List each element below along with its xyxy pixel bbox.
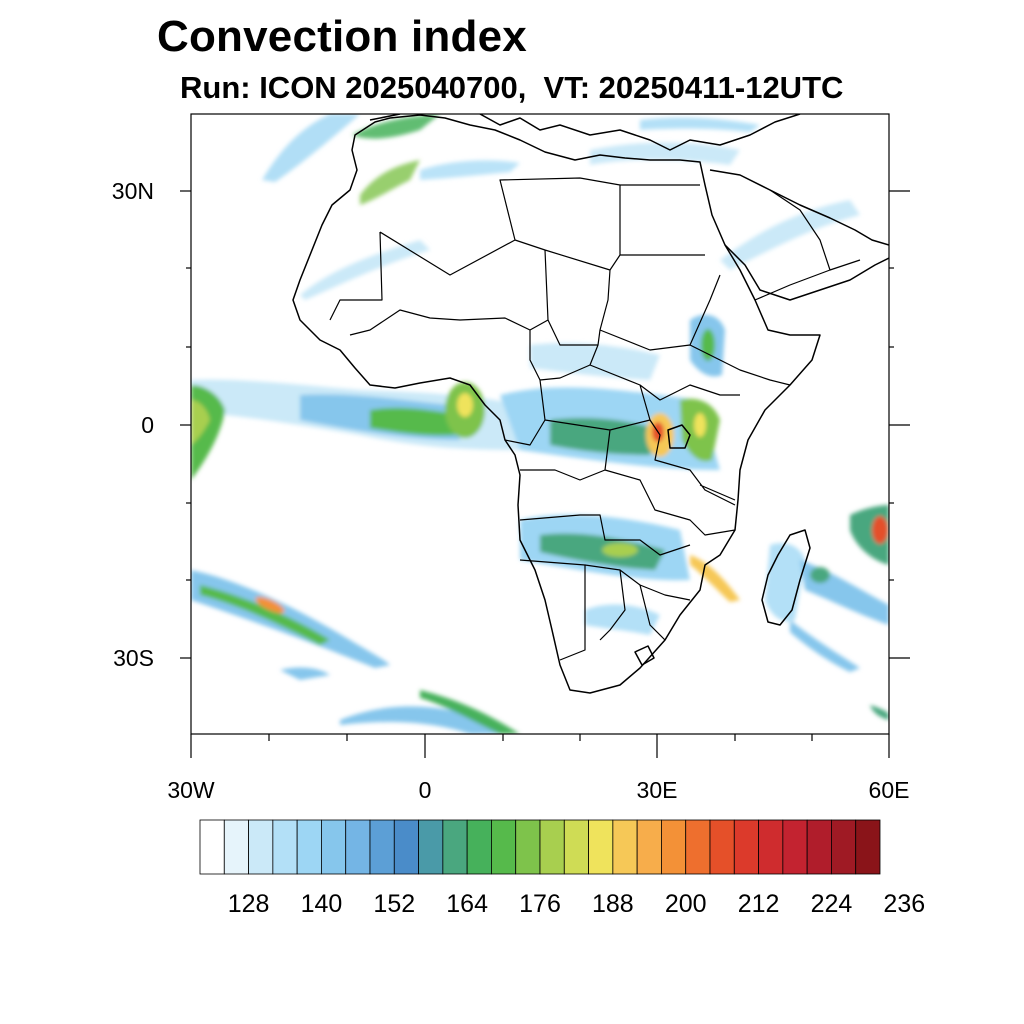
- lon-label-0: 0: [419, 777, 432, 803]
- shading-arabia: [720, 200, 860, 270]
- colorbar-box: [806, 819, 832, 875]
- colorbar-label: 236: [883, 890, 925, 918]
- colorbar-label: 224: [811, 890, 853, 918]
- colorbar-box: [588, 819, 614, 875]
- shading-mascarene-core: [872, 516, 888, 544]
- shading-west-edge-core: [191, 400, 210, 445]
- coastline-arabia: [709, 169, 889, 301]
- colorbar-label: 164: [446, 890, 488, 918]
- colorbar-box: [442, 819, 468, 875]
- shading-north-band: [352, 114, 440, 139]
- shading-egypt: [590, 142, 740, 165]
- colorbar-box: [248, 819, 274, 875]
- colorbar-label: 200: [665, 890, 707, 918]
- colorbar-box: [393, 819, 419, 875]
- map-frame: [190, 113, 890, 735]
- plot-subtitle: Run: ICON 2025040700, VT: 20250411-12UTC: [180, 70, 844, 105]
- shading-itcz-green: [370, 407, 460, 436]
- shading-south-africa: [585, 604, 660, 635]
- colorbar-box: [199, 819, 225, 875]
- colorbar-box: [418, 819, 444, 875]
- colorbar-box: [758, 819, 784, 875]
- colorbar-box: [612, 819, 638, 875]
- shading-indian-core: [810, 567, 830, 583]
- colorbar-box: [831, 819, 857, 875]
- colorbar-box: [515, 819, 541, 875]
- borders-interior: [329, 177, 791, 661]
- lat-label-30n: 30N: [112, 178, 154, 204]
- shading-sahel: [530, 343, 660, 380]
- colorbar-box: [563, 819, 589, 875]
- colorbar-label: 188: [592, 890, 634, 918]
- shading-angola-core: [540, 533, 665, 570]
- shading-moz-channel: [790, 620, 860, 672]
- shading-sw-small: [280, 667, 330, 680]
- shading-sw-band: [340, 706, 520, 734]
- shading-sw-band-core: [420, 690, 520, 734]
- coastline-europe: [369, 114, 801, 151]
- lon-label-30w: 30W: [167, 777, 215, 803]
- axis-ticks: [180, 190, 910, 758]
- colorbar-box: [709, 819, 735, 875]
- colorbar-box: [636, 819, 662, 875]
- coastline-africa: [292, 114, 821, 694]
- lat-label-0: 0: [141, 412, 154, 438]
- colorbar-label: 212: [738, 890, 780, 918]
- shading-ethiopia-core: [701, 329, 715, 361]
- coastline-madagascar: [761, 529, 811, 626]
- coastlines-borders: [292, 114, 889, 694]
- convection-shading: [191, 114, 889, 734]
- colorbar-box: [345, 819, 371, 875]
- shading-morocco: [360, 160, 420, 205]
- shading-south-atlantic-core: [200, 585, 330, 645]
- colorbar: 128 140 152 164 176 188 200 212 224 236: [199, 819, 925, 918]
- lake-victoria-outline: [667, 424, 691, 449]
- colorbar-box: [321, 819, 347, 875]
- plot-title: Convection index: [157, 12, 527, 61]
- shading-congo-core: [550, 418, 660, 455]
- shading-zambia-core: [602, 543, 638, 557]
- shading-se-corner: [870, 705, 889, 720]
- colorbar-box: [733, 819, 759, 875]
- arabia-border: [754, 189, 861, 301]
- colorbar-label: 176: [519, 890, 561, 918]
- colorbar-box: [661, 819, 687, 875]
- shading-sahara-n: [300, 240, 430, 300]
- colorbar-box: [296, 819, 322, 875]
- colorbar-box: [491, 819, 517, 875]
- colorbar-box: [782, 819, 808, 875]
- colorbar-box: [369, 819, 395, 875]
- colorbar-box: [466, 819, 492, 875]
- colorbar-label: 140: [301, 890, 343, 918]
- colorbar-box: [855, 819, 881, 875]
- shading-med: [420, 160, 520, 180]
- colorbar-box: [223, 819, 249, 875]
- colorbar-label: 152: [373, 890, 415, 918]
- lon-label-30e: 30E: [637, 777, 678, 803]
- colorbar-label: 128: [228, 890, 270, 918]
- lon-label-60e: 60E: [869, 777, 910, 803]
- colorbar-box: [539, 819, 565, 875]
- lesotho-outline: [634, 645, 655, 666]
- lat-label-30s: 30S: [113, 645, 154, 671]
- shading-east-med: [640, 117, 760, 132]
- shading-south-atlantic-hot: [255, 596, 285, 614]
- shading-gulf-guinea-core: [457, 393, 473, 417]
- shading-mozambique: [690, 555, 740, 602]
- shading-kenya-core: [694, 413, 706, 437]
- map-panel: 30N 0 30S 30W 0 30E 60E: [112, 113, 910, 803]
- colorbar-box: [685, 819, 711, 875]
- shading-nw-atlantic: [262, 114, 360, 182]
- colorbar-box: [272, 819, 298, 875]
